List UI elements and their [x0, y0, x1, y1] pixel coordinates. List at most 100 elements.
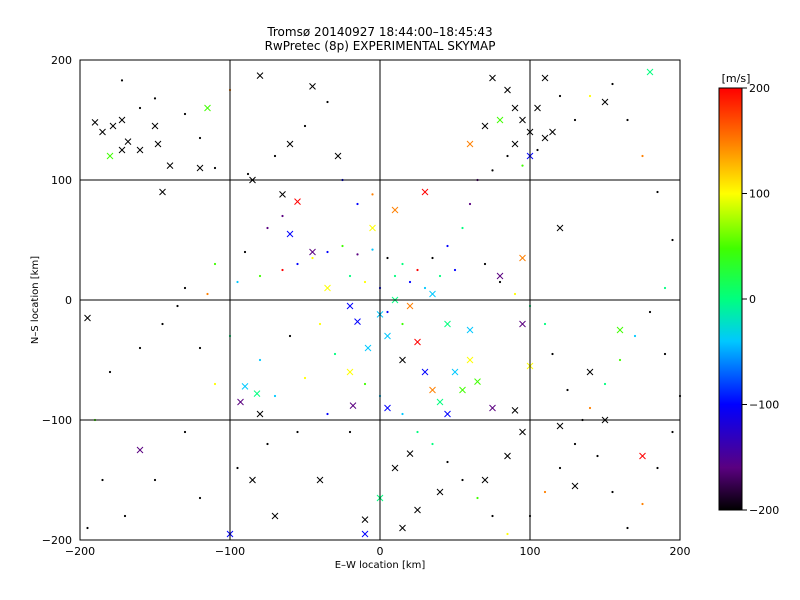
echo-cross-22	[84, 314, 91, 322]
x-tick-label-0: −200	[65, 545, 95, 558]
echo-dot-89	[138, 346, 142, 350]
echo-dot-108	[611, 490, 614, 494]
echo-dot-46	[491, 514, 494, 518]
echo-cross-87	[586, 368, 594, 376]
echo-dot-16	[243, 250, 247, 254]
echo-dot-83	[296, 262, 299, 266]
echo-dot-44	[461, 478, 464, 482]
echo-dot-37	[348, 430, 352, 434]
echo-cross-15	[256, 72, 264, 79]
echo-dot-26	[303, 376, 307, 380]
echo-dot-6	[213, 166, 217, 170]
echo-dot-59	[656, 190, 659, 194]
echo-dot-50	[558, 466, 562, 470]
echo-dot-82	[311, 256, 314, 260]
echo-dot-68	[506, 154, 509, 158]
echo-dot-2	[198, 136, 202, 140]
echo-dot-63	[588, 94, 592, 98]
colorbar-ticks: 200 100 0 −100 −200	[742, 82, 779, 517]
echo-cross-52	[436, 488, 444, 496]
echo-cross-24	[241, 383, 249, 390]
echo-cross-26	[256, 410, 264, 418]
echo-dot-0	[120, 79, 124, 82]
echo-dot-104	[551, 352, 554, 356]
echo-dot-99	[483, 262, 487, 266]
colorbar-tick-label-0: 200	[749, 82, 770, 95]
echo-dot-53	[603, 382, 607, 386]
x-tick-label-3: 100	[520, 545, 541, 558]
echo-dot-36	[326, 412, 329, 416]
echo-cross-69	[421, 188, 429, 196]
echo-cross-41	[436, 398, 444, 406]
echo-dot-93	[86, 526, 89, 530]
echo-dot-51	[573, 442, 577, 446]
x-tick-label-2: 0	[377, 545, 384, 558]
echo-dot-5	[138, 106, 142, 110]
echo-cross-18	[334, 152, 342, 160]
y-axis-ticks: −200 −100 0 100 200	[42, 54, 72, 547]
echo-cross-49	[519, 428, 526, 436]
y-tick-label-0: −200	[42, 534, 72, 547]
echo-cross-80	[489, 74, 496, 82]
echo-dot-112	[671, 430, 674, 434]
echo-cross-67	[369, 224, 376, 232]
echo-cross-47	[489, 404, 496, 412]
echo-dot-71	[468, 202, 472, 206]
echo-cross-37	[399, 356, 406, 364]
echo-cross-43	[459, 386, 466, 394]
echo-dot-61	[626, 118, 629, 122]
echo-cross-62	[354, 318, 361, 325]
colorbar-tick-label-1: 100	[749, 188, 770, 201]
echo-dot-30	[153, 478, 157, 482]
echo-cross-7	[106, 152, 114, 160]
echo-cross-48	[511, 407, 519, 414]
echo-cross-91	[571, 482, 579, 490]
echo-dot-110	[641, 502, 644, 506]
echo-cross-89	[639, 452, 646, 460]
echo-cross-19	[279, 191, 286, 198]
echo-cross-40	[429, 386, 436, 394]
echo-dot-13	[371, 193, 374, 196]
y-tick-label-3: 100	[51, 174, 72, 187]
echo-dot-76	[401, 262, 404, 266]
echo-cross-65	[309, 248, 316, 256]
echo-cross-83	[541, 74, 549, 82]
echo-cross-78	[511, 104, 519, 112]
echo-cross-4	[124, 138, 132, 145]
echo-dot-29	[183, 430, 187, 434]
echo-dot-47	[506, 532, 509, 536]
echo-cross-16	[309, 83, 316, 90]
echo-dot-49	[543, 490, 547, 494]
echo-cross-32	[384, 404, 391, 412]
echo-dot-31	[123, 514, 127, 518]
echo-dot-34	[266, 442, 269, 446]
echo-cross-12	[166, 162, 174, 169]
echo-dot-42	[431, 442, 434, 446]
echo-dot-52	[588, 406, 592, 410]
echo-cross-98	[496, 272, 504, 280]
echo-dot-8	[273, 154, 277, 158]
echo-cross-92	[519, 320, 526, 328]
echo-dot-67	[521, 164, 524, 167]
echo-cross-10	[204, 104, 211, 112]
echo-dot-62	[611, 82, 614, 86]
echo-dot-101	[513, 292, 517, 296]
echo-cross-85	[646, 68, 654, 76]
echo-cross-95	[249, 476, 256, 484]
echo-dot-78	[371, 248, 374, 251]
echo-cross-76	[541, 134, 549, 142]
echo-cross-38	[414, 338, 421, 346]
echo-dot-96	[423, 286, 427, 290]
echo-cross-23	[237, 398, 244, 406]
echo-dot-75	[416, 268, 419, 272]
echo-dot-24	[318, 322, 322, 326]
echo-cross-57	[444, 320, 451, 328]
echo-dot-54	[618, 358, 622, 362]
echo-dot-98	[453, 268, 457, 272]
echo-cross-51	[481, 476, 489, 484]
grid-lines	[80, 60, 680, 540]
echo-dot-43	[446, 460, 449, 464]
echo-cross-33	[349, 402, 357, 409]
echo-cross-46	[474, 378, 481, 385]
